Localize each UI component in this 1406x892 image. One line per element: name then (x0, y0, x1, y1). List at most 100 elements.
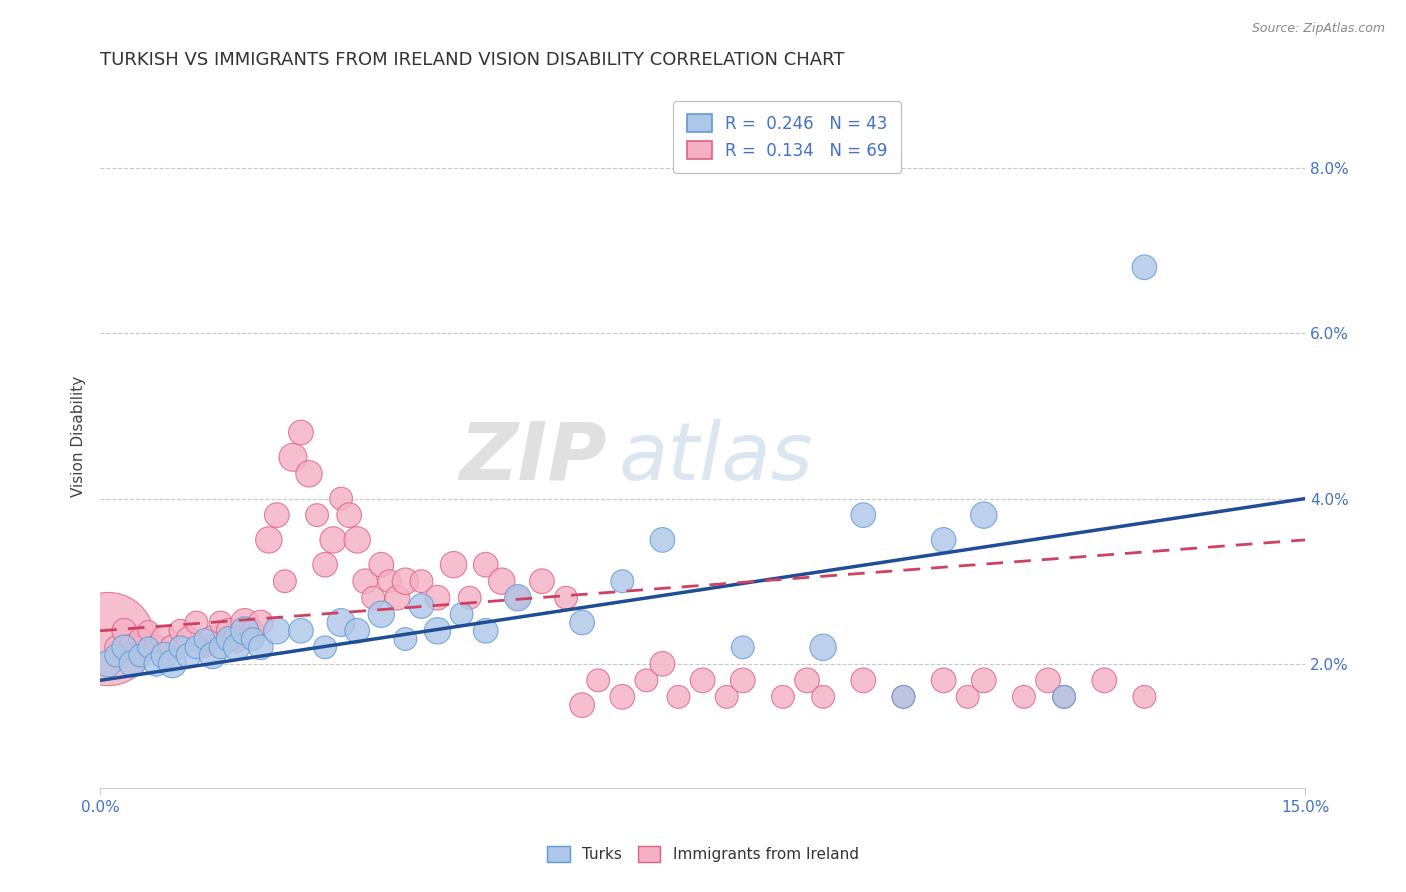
Point (266, 624, 288, 638)
Point (1036, 673, 1059, 688)
Point (387, 591, 409, 605)
Point (443, 558, 465, 572)
Point (346, 533, 368, 547)
Point (266, 508, 288, 522)
Point (811, 690, 834, 704)
Point (153, 632, 176, 646)
Point (506, 591, 529, 605)
Point (281, 450, 304, 465)
Point (932, 673, 955, 688)
Point (354, 574, 377, 589)
Point (450, 607, 472, 622)
Point (956, 690, 979, 704)
Legend: R =  0.246   N = 43, R =  0.134   N = 69: R = 0.246 N = 43, R = 0.134 N = 69 (673, 101, 901, 173)
Point (1092, 673, 1115, 688)
Point (893, 690, 915, 704)
Point (668, 690, 690, 704)
Point (692, 673, 714, 688)
Point (121, 640, 143, 655)
Point (136, 624, 159, 638)
Point (852, 673, 875, 688)
Point (162, 640, 184, 655)
Point (225, 632, 247, 646)
Point (346, 624, 368, 638)
Point (145, 657, 167, 671)
Point (716, 690, 738, 704)
Point (177, 632, 200, 646)
Text: Source: ZipAtlas.com: Source: ZipAtlas.com (1251, 22, 1385, 36)
Point (201, 632, 224, 646)
Point (731, 640, 754, 655)
Point (474, 624, 496, 638)
Point (612, 690, 634, 704)
Point (186, 640, 208, 655)
Point (1133, 260, 1156, 275)
Point (506, 591, 529, 605)
Point (136, 640, 159, 655)
Point (193, 632, 215, 646)
Point (233, 624, 256, 638)
Point (314, 558, 336, 572)
Point (612, 574, 634, 589)
Point (811, 640, 834, 655)
Point (411, 599, 433, 613)
Point (153, 648, 176, 663)
Point (305, 508, 328, 522)
Point (257, 533, 280, 547)
Point (426, 624, 449, 638)
Point (1053, 690, 1076, 704)
Point (411, 574, 433, 589)
Point (121, 657, 143, 671)
Point (218, 632, 240, 646)
Point (249, 615, 271, 630)
Text: atlas: atlas (619, 418, 813, 497)
Point (242, 624, 264, 638)
Point (209, 615, 232, 630)
Point (330, 491, 353, 506)
Point (290, 624, 312, 638)
Point (458, 591, 481, 605)
Point (370, 607, 392, 622)
Point (105, 648, 128, 663)
Point (129, 648, 152, 663)
Point (322, 533, 344, 547)
Point (169, 624, 191, 638)
Point (772, 690, 794, 704)
Legend: Turks, Immigrants from Ireland: Turks, Immigrants from Ireland (541, 840, 865, 868)
Point (112, 640, 135, 655)
Point (145, 640, 167, 655)
Point (242, 632, 264, 646)
Point (361, 591, 384, 605)
Point (571, 615, 593, 630)
Point (249, 640, 271, 655)
Point (162, 657, 184, 671)
Point (932, 533, 955, 547)
Point (893, 690, 915, 704)
Point (973, 673, 995, 688)
Point (973, 508, 995, 522)
Point (1012, 690, 1035, 704)
Text: TURKISH VS IMMIGRANTS FROM IRELAND VISION DISABILITY CORRELATION CHART: TURKISH VS IMMIGRANTS FROM IRELAND VISIO… (100, 51, 845, 69)
Point (225, 640, 247, 655)
Point (290, 425, 312, 440)
Point (491, 574, 513, 589)
Point (337, 508, 360, 522)
Point (651, 533, 673, 547)
Point (169, 640, 191, 655)
Point (201, 648, 224, 663)
Point (370, 558, 392, 572)
Point (129, 632, 152, 646)
Point (636, 673, 658, 688)
Point (177, 648, 200, 663)
Point (530, 574, 553, 589)
Text: ZIP: ZIP (458, 418, 606, 497)
Point (105, 640, 128, 655)
Point (378, 574, 401, 589)
Point (571, 698, 593, 713)
Point (330, 615, 353, 630)
Point (97, 657, 120, 671)
Point (731, 673, 754, 688)
Point (274, 574, 297, 589)
Point (651, 657, 673, 671)
Point (474, 558, 496, 572)
